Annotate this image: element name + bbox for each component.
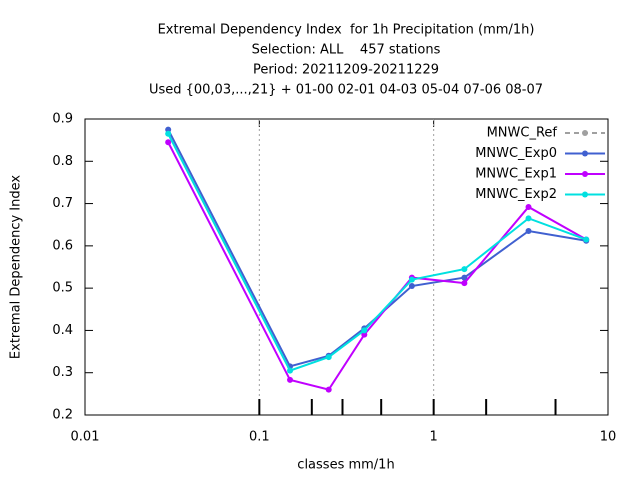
- x-tick-label: 0.01: [71, 430, 100, 445]
- y-tick-label: 0.8: [52, 154, 73, 169]
- legend-label: MNWC_Exp0: [475, 146, 557, 161]
- y-tick-label: 0.2: [52, 408, 73, 423]
- point: [525, 215, 532, 222]
- point: [325, 354, 332, 361]
- chart-subtitle: Used {00,03,...,21} + 01-00 02-01 04-03 …: [149, 83, 543, 98]
- y-tick-label: 0.5: [52, 281, 73, 296]
- point: [461, 280, 468, 287]
- chart-subtitle: Period: 20211209-20211229: [253, 63, 439, 78]
- legend-label: MNWC_Ref: [487, 126, 558, 141]
- point: [461, 274, 468, 281]
- point: [287, 376, 294, 383]
- point: [583, 236, 590, 243]
- point: [525, 203, 532, 210]
- y-tick-label: 0.4: [52, 323, 73, 338]
- point: [287, 367, 294, 374]
- legend-label: MNWC_Exp1: [475, 167, 557, 182]
- point: [461, 266, 468, 273]
- series-line: [167, 129, 587, 368]
- x-axis-label: classes mm/1h: [297, 458, 394, 473]
- legend-label: MNWC_Exp2: [475, 187, 557, 202]
- series-line: [167, 133, 587, 372]
- point: [165, 130, 172, 137]
- point: [165, 139, 172, 146]
- point: [361, 327, 368, 334]
- point: [408, 276, 415, 283]
- x-tick-label: 0.1: [249, 430, 270, 445]
- legend-marker: [582, 171, 588, 177]
- point: [408, 283, 415, 290]
- y-tick-label: 0.6: [52, 238, 73, 253]
- y-axis-label: Extremal Dependency Index: [9, 175, 24, 359]
- legend-marker: [582, 150, 588, 157]
- y-tick-label: 0.7: [52, 196, 73, 211]
- legend-marker: [582, 130, 588, 136]
- point: [325, 386, 332, 393]
- x-tick-label: 1: [430, 430, 438, 445]
- chart-title: Extremal Dependency Index for 1h Precipi…: [158, 23, 535, 38]
- legend-marker: [582, 191, 588, 198]
- point: [165, 126, 172, 133]
- y-tick-label: 0.3: [52, 365, 73, 380]
- chart-subtitle: Selection: ALL 457 stations: [252, 43, 441, 58]
- y-tick-label: 0.9: [52, 112, 73, 127]
- x-tick-label: 10: [600, 430, 617, 445]
- point: [525, 228, 532, 235]
- plot-frame: [84, 118, 609, 416]
- point: [361, 331, 368, 338]
